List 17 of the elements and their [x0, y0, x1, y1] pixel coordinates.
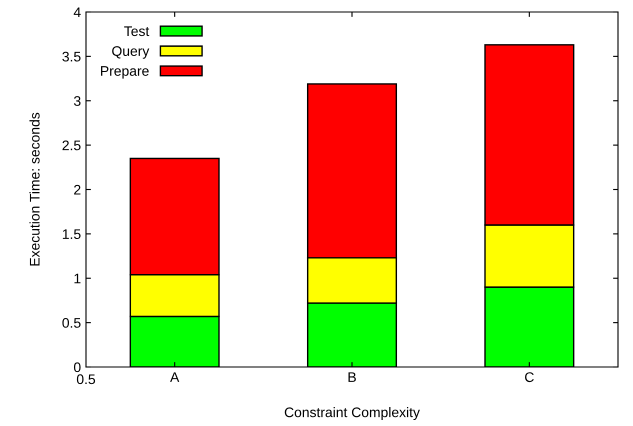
y-tick-label: 4 — [74, 7, 81, 18]
y-tick-label: 2 — [74, 184, 80, 195]
y-tick-label: 3 — [74, 96, 81, 106]
x-axis-title: Constraint Complexity — [284, 407, 420, 420]
x-tick-label: C — [525, 372, 534, 382]
y-tick-label: 3.5 — [62, 52, 81, 62]
y-tick-label: 2.5 — [62, 140, 81, 150]
y-tick-label: 0.5 — [62, 318, 81, 328]
x-tick-label: A — [170, 372, 180, 382]
y-tick-label: 1.5 — [62, 229, 81, 240]
x-tick-label: B — [348, 372, 356, 382]
legend-label: Query — [112, 46, 150, 59]
legend-label: Prepare — [101, 66, 149, 79]
legend-label: Test — [124, 26, 150, 36]
y-axis-title: Execution Time: seconds — [29, 112, 40, 266]
y-tick-label: 1 — [74, 274, 80, 284]
y-tick-label: 0 — [74, 362, 81, 372]
